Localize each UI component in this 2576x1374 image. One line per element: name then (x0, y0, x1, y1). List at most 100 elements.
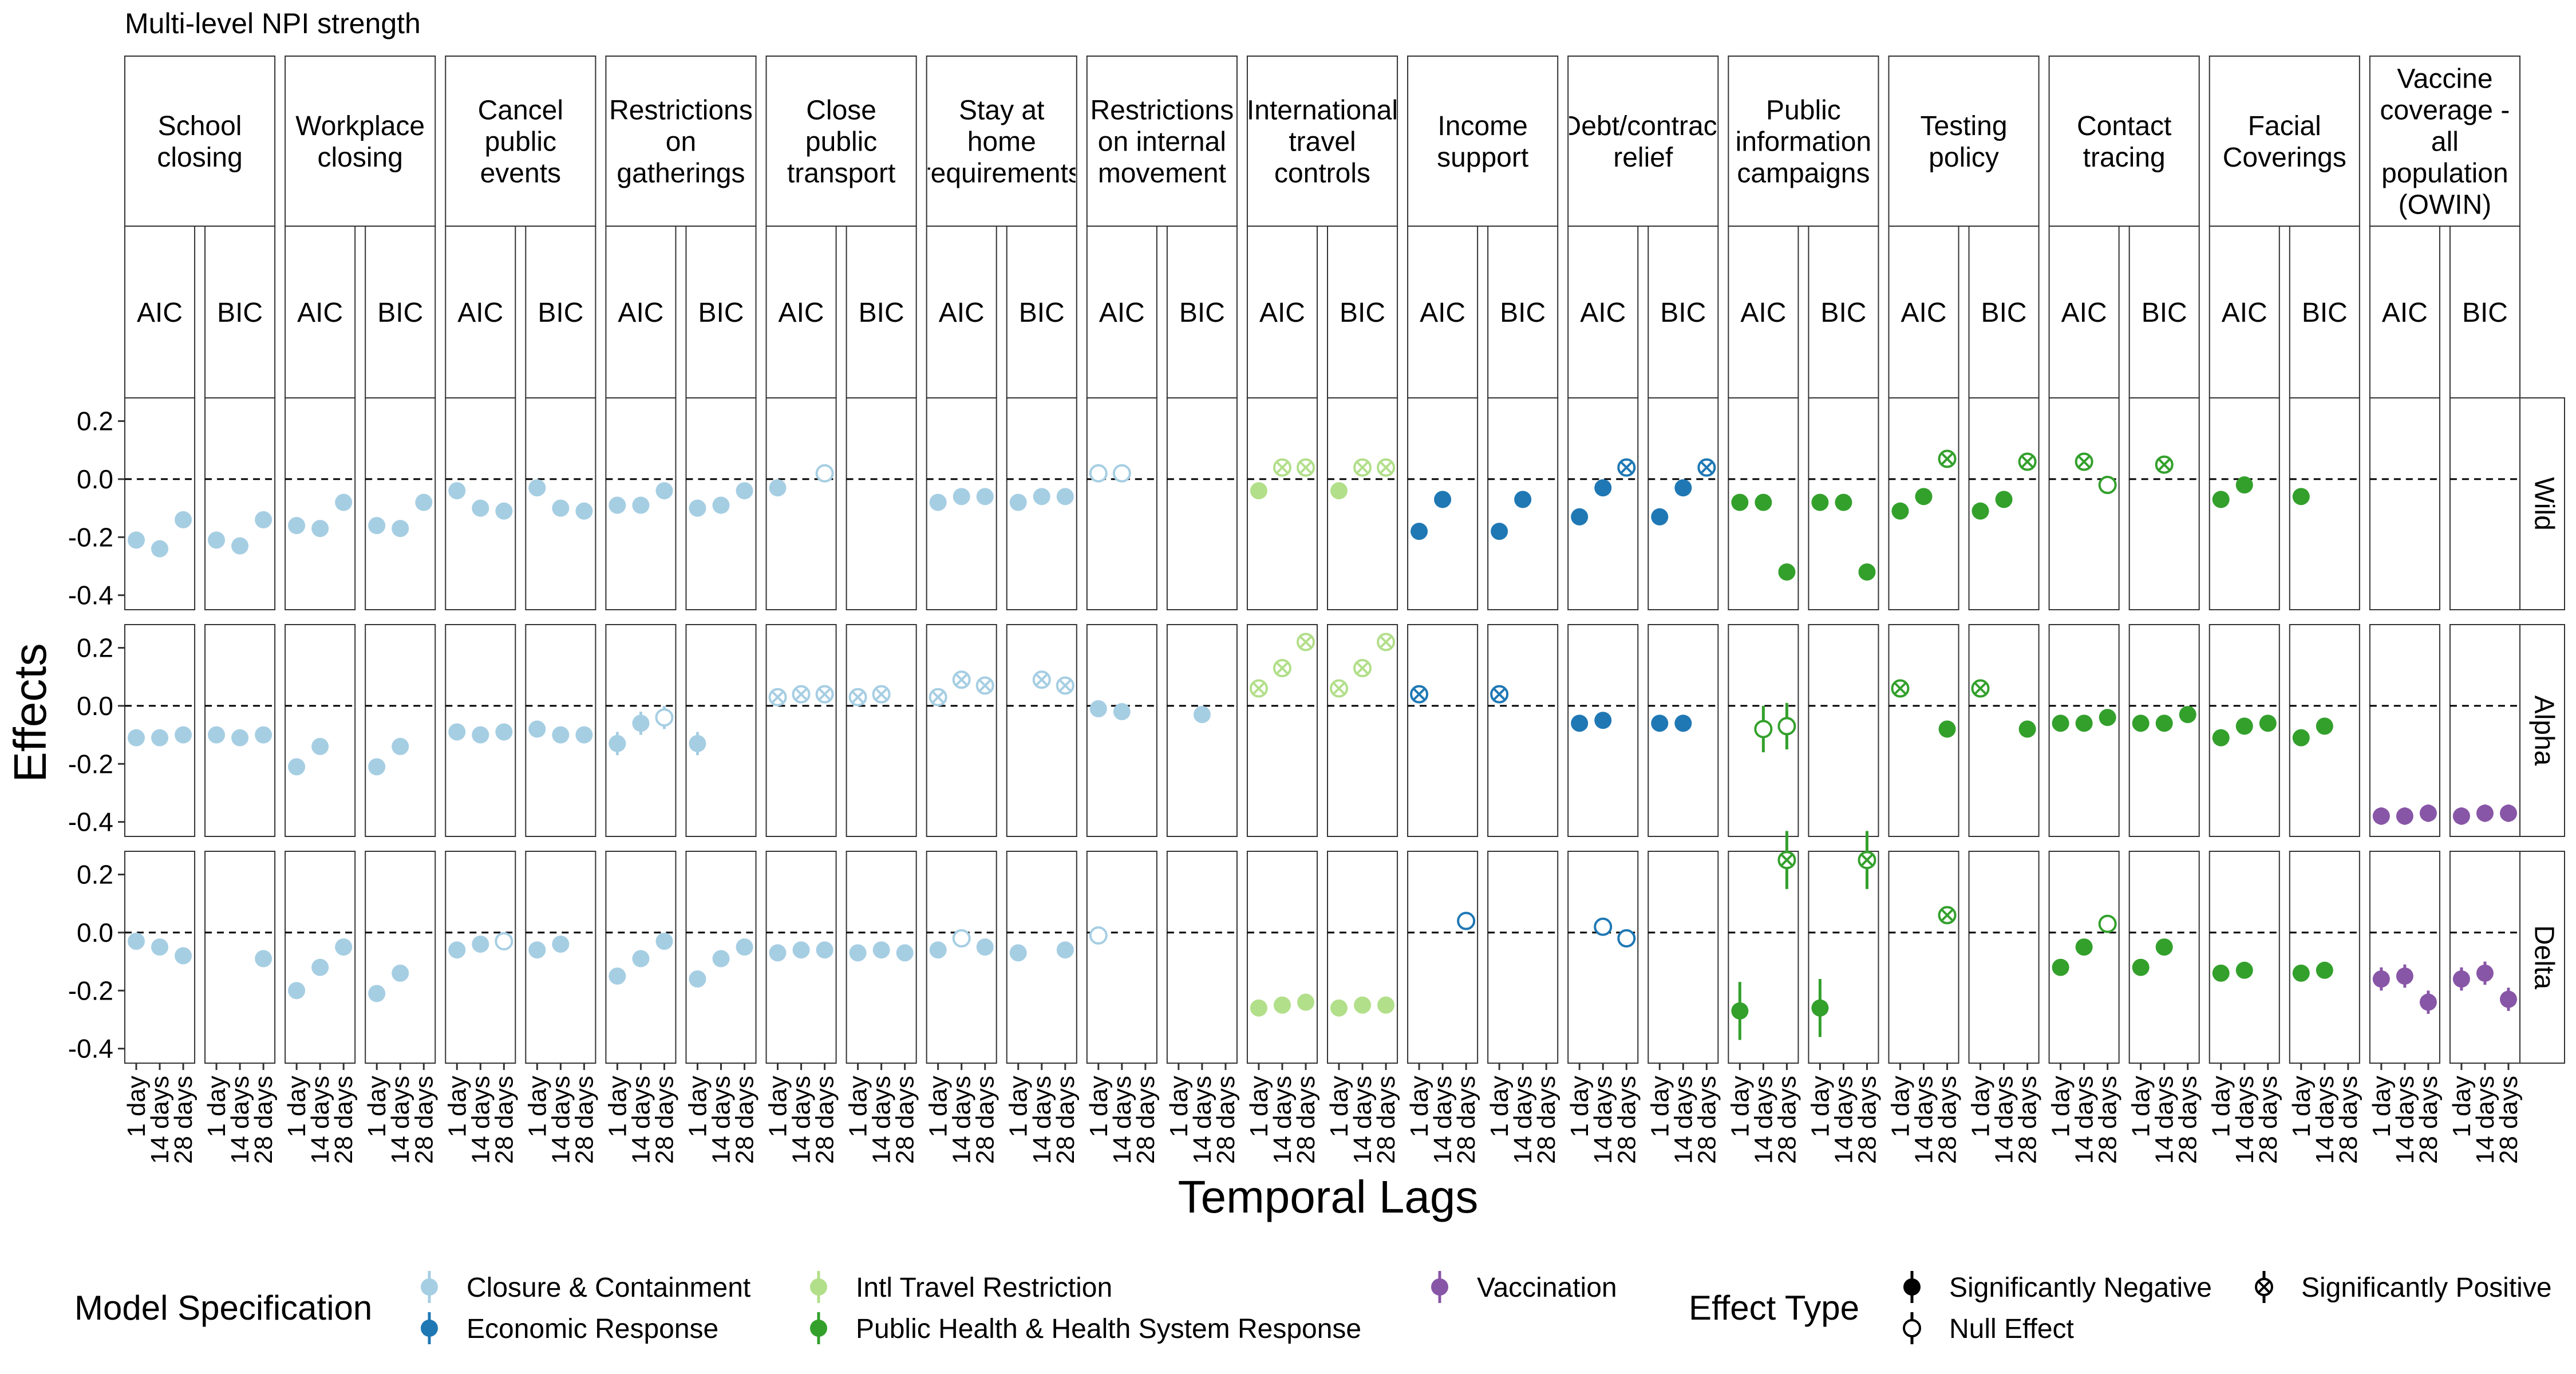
x-axis-title: Temporal Lags (1178, 1171, 1479, 1222)
point-stay-at-home-requirements-bic-alpha-14-days (1032, 670, 1051, 689)
criterion-strip-workplace-closing-aic (285, 226, 356, 398)
point-workplace-closing-aic-delta-28-days (335, 938, 353, 956)
criterion-label-income-support-bic: BIC (1500, 298, 1546, 328)
y-axis-title: Effects (5, 643, 56, 782)
panel-workplace-closing-aic-delta (285, 851, 356, 1064)
panel-debt-contract-relief-bic-alpha (1647, 624, 1719, 837)
panel-school-closing-aic-wild (124, 397, 196, 610)
x-tick-label-22-1-day: 1 day (1886, 1076, 1914, 1138)
point-facial-coverings-bic-delta-14-days (2316, 961, 2333, 979)
criterion-label-workplace-closing-aic: AIC (297, 298, 343, 328)
panel-international-travel-controls-aic-wild (1246, 397, 1318, 610)
x-tick-label-27-1-day: 1 day (2287, 1076, 2316, 1138)
strip-workplace-closing (285, 56, 436, 227)
point-restrictions-on-gatherings-bic-wild-14-days (712, 496, 730, 514)
criterion-label-public-information-campaigns-bic: BIC (1820, 298, 1866, 328)
panel-restrictions-on-internal-movement-bic-alpha (1166, 624, 1238, 837)
point-stay-at-home-requirements-bic-wild-1-day (1009, 493, 1027, 511)
criterion-label-testing-policy-bic: BIC (1981, 298, 2027, 328)
criterion-label-testing-policy-aic: AIC (1901, 298, 1946, 328)
point-international-travel-controls-bic-alpha-1-day (1330, 679, 1348, 698)
x-tick-label-28-28-days: 28 days (2415, 1076, 2443, 1164)
point-workplace-closing-aic-alpha-1-day (288, 758, 306, 776)
criterion-label-restrictions-on-gatherings-aic: AIC (618, 298, 663, 328)
x-tick-label-24-1-day: 1 day (2047, 1076, 2075, 1138)
point-cancel-public-events-bic-wild-28-days (575, 502, 593, 520)
criterion-strip-vaccine-coverage-all-population-owin-aic (2369, 226, 2440, 398)
point-school-closing-bic-alpha-1-day (208, 726, 226, 744)
x-tick-label-20-28-days: 28 days (1773, 1076, 1801, 1164)
panel-international-travel-controls-bic-delta (1327, 851, 1398, 1064)
point-stay-at-home-requirements-aic-alpha-14-days (952, 670, 971, 689)
strip-label-cancel-public-events-1: Cancel (478, 96, 563, 126)
x-tick-label-15-28-days: 28 days (1372, 1076, 1400, 1164)
x-tick-label-10-28-days: 28 days (971, 1076, 999, 1164)
panel-vaccine-coverage-all-population-owin-bic-wild (2449, 397, 2520, 610)
x-tick-label-3-14-days: 14 days (386, 1076, 414, 1164)
point-stay-at-home-requirements-aic-delta-14-days (952, 929, 971, 948)
point-school-closing-bic-wild-1-day (208, 531, 226, 549)
point-close-public-transport-bic-alpha-14-days (872, 685, 891, 704)
panel-stay-at-home-requirements-aic-alpha (926, 624, 997, 837)
point-stay-at-home-requirements-aic-wild-14-days (953, 488, 970, 506)
point-cancel-public-events-bic-wild-14-days (552, 499, 570, 517)
point-debt-contract-relief-aic-wild-14-days (1594, 479, 1612, 497)
legend-key-pos (2255, 1271, 2273, 1303)
panel-contact-tracing-bic-delta (2128, 851, 2200, 1064)
point-cancel-public-events-bic-alpha-28-days (575, 726, 593, 744)
point-workplace-closing-bic-alpha-14-days (392, 737, 409, 755)
point-cancel-public-events-aic-wild-28-days (495, 502, 513, 520)
x-tick-label-7-28-days: 28 days (731, 1076, 759, 1164)
y-axis-delta: -0.4 -0.2 0.0 0.2 (68, 860, 125, 1064)
x-tick-label-21-14-days: 14 days (1830, 1076, 1858, 1164)
legend: Model Specification Closure & Containment… (74, 1271, 2552, 1344)
point-stay-at-home-requirements-bic-delta-1-day (1009, 944, 1027, 962)
y-axis-alpha: -0.4 -0.2 0.0 0.2 (68, 633, 125, 837)
point-international-travel-controls-bic-wild-1-day (1330, 482, 1348, 500)
x-tick-label-4-1-day: 1 day (443, 1076, 471, 1138)
x-tick-label-22-28-days: 28 days (1934, 1076, 1962, 1164)
panel-workplace-closing-bic-delta (365, 851, 436, 1064)
point-vaccine-coverage-all-population-owin-bic-alpha-1-day (2452, 807, 2470, 825)
strip-label-cancel-public-events-3: events (480, 159, 561, 189)
point-vaccine-coverage-all-population-owin-aic-alpha-1-day (2372, 807, 2390, 825)
x-tick-label-9-1-day: 1 day (844, 1076, 872, 1138)
point-debt-contract-relief-bic-wild-14-days (1674, 479, 1692, 497)
criterion-strip-contact-tracing-aic (2048, 226, 2120, 398)
strip-label-contact-tracing-2: tracing (2083, 143, 2166, 173)
point-restrictions-on-internal-movement-aic-alpha-1-day (1089, 700, 1107, 717)
point-international-travel-controls-aic-delta-14-days (1273, 996, 1291, 1014)
x-tick-label-16-14-days: 14 days (1429, 1076, 1457, 1164)
point-school-closing-bic-alpha-28-days (255, 726, 272, 744)
point-cancel-public-events-aic-alpha-1-day (448, 723, 466, 741)
criterion-label-cancel-public-events-aic: AIC (457, 298, 503, 328)
point-close-public-transport-aic-delta-14-days (792, 941, 810, 959)
x-tick-label-3-28-days: 28 days (410, 1076, 438, 1164)
strip-cancel-public-events (445, 56, 596, 227)
point-public-information-campaigns-aic-wild-1-day (1731, 493, 1749, 511)
point-close-public-transport-bic-delta-14-days (872, 941, 890, 959)
x-tick-label-21-1-day: 1 day (1806, 1076, 1834, 1138)
x-tick-label-25-28-days: 28 days (2174, 1076, 2202, 1164)
point-workplace-closing-aic-wild-14-days (311, 520, 329, 538)
x-tick-label-7-1-day: 1 day (683, 1076, 712, 1138)
panel-international-travel-controls-bic-alpha (1327, 624, 1398, 837)
panel-income-support-bic-delta (1487, 851, 1559, 1064)
x-tick-label-9-28-days: 28 days (891, 1076, 919, 1164)
point-international-travel-controls-bic-delta-1-day (1330, 999, 1348, 1017)
point-stay-at-home-requirements-bic-alpha-28-days (1056, 676, 1074, 695)
criterion-strip-cancel-public-events-bic (525, 226, 596, 398)
point-cancel-public-events-aic-alpha-28-days (495, 723, 513, 741)
x-tick-label-1-1-day: 1 day (203, 1076, 231, 1138)
criterion-strip-contact-tracing-bic (2128, 226, 2200, 398)
legend-label-closure: Closure & Containment (467, 1273, 750, 1303)
strip-label-international-travel-controls-1: International (1247, 96, 1398, 126)
y-tick-label-alpha-3: 0.2 (77, 633, 113, 663)
point-public-information-campaigns-bic-wild-28-days (1858, 563, 1876, 581)
point-contact-tracing-bic-wild-14-days (2155, 455, 2174, 474)
x-tick-label-12-1-day: 1 day (1085, 1076, 1113, 1138)
point-vaccine-coverage-all-population-owin-aic-delta-14-days (2396, 967, 2413, 985)
